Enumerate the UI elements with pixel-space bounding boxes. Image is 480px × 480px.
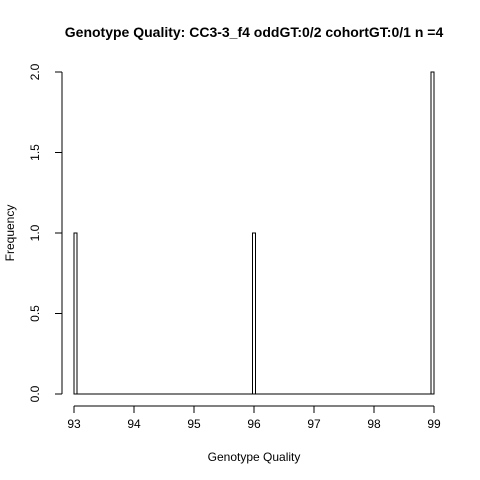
x-tick-label: 96 — [247, 417, 261, 431]
y-axis-label: Frequency — [3, 205, 17, 262]
y-tick-label: 0.5 — [28, 305, 42, 322]
bars — [73, 71, 435, 395]
y-tick-label: 2.0 — [28, 63, 42, 80]
y-axis: 0.0 0.5 1.0 1.5 2.0 — [28, 63, 63, 402]
x-axis-label: Genotype Quality — [208, 450, 301, 464]
histogram-bar — [430, 71, 435, 395]
x-tick-label: 97 — [307, 417, 321, 431]
x-axis: 93 94 95 96 97 98 99 — [67, 405, 441, 431]
histogram-bar — [252, 232, 256, 395]
chart-title: Genotype Quality: CC3-3_f4 oddGT:0/2 coh… — [65, 24, 444, 40]
x-tick-label: 95 — [187, 417, 201, 431]
y-tick-label: 0.0 — [28, 385, 42, 402]
y-tick-label: 1.5 — [28, 144, 42, 161]
x-tick-label: 98 — [367, 417, 381, 431]
x-tick-label: 93 — [67, 417, 81, 431]
y-tick-label: 1.0 — [28, 224, 42, 241]
x-tick-label: 94 — [127, 417, 141, 431]
histogram-bar — [73, 232, 78, 395]
x-tick-label: 99 — [427, 417, 441, 431]
